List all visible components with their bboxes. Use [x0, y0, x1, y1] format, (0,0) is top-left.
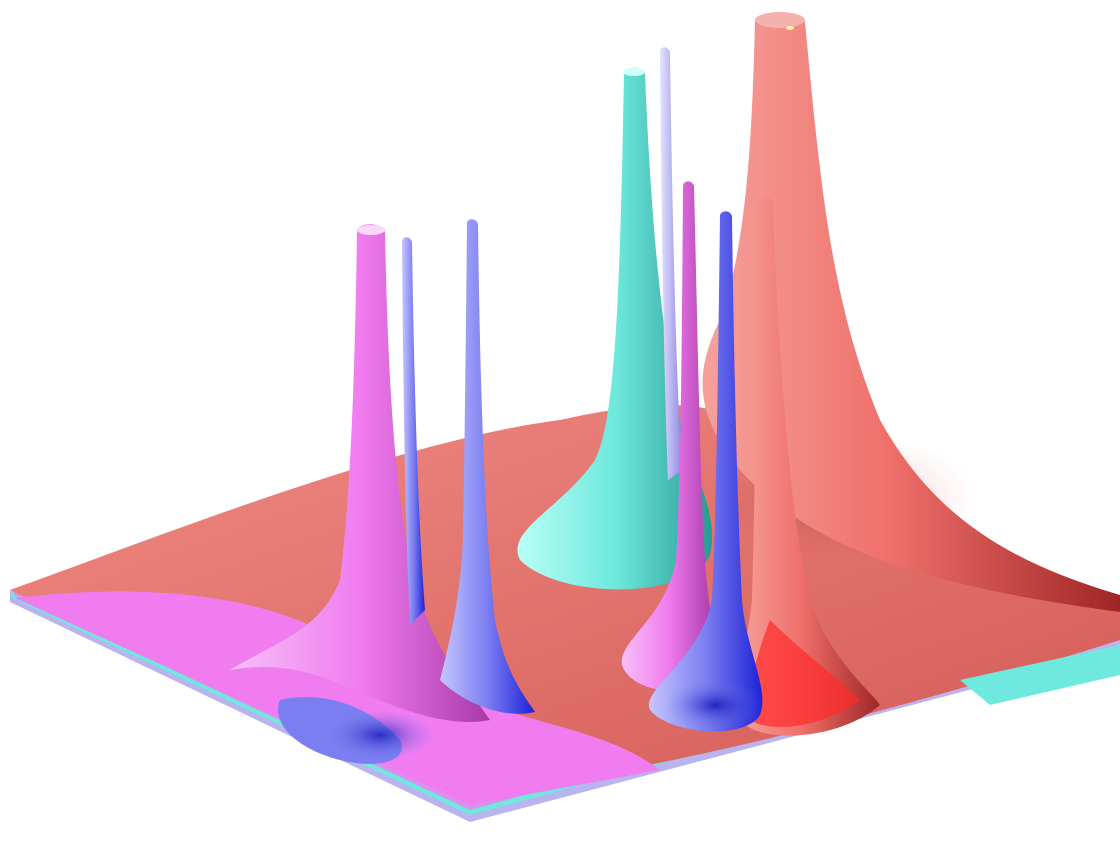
cyan-peak [517, 67, 713, 590]
blue-left-mid-peak [440, 219, 535, 714]
red-right-thin-peak [736, 197, 880, 736]
magenta-right-peak [621, 181, 715, 691]
blue-right-peak [648, 211, 765, 732]
magenta-surface-sheet [15, 591, 660, 805]
lavender-center-peak [660, 47, 682, 480]
blue-left-thin-peak [402, 237, 425, 625]
magenta-left-peak [230, 224, 490, 722]
surface-base-layers [10, 588, 1120, 822]
cyan-edge-strip [960, 645, 1120, 705]
red-tall-peak [702, 12, 1120, 613]
